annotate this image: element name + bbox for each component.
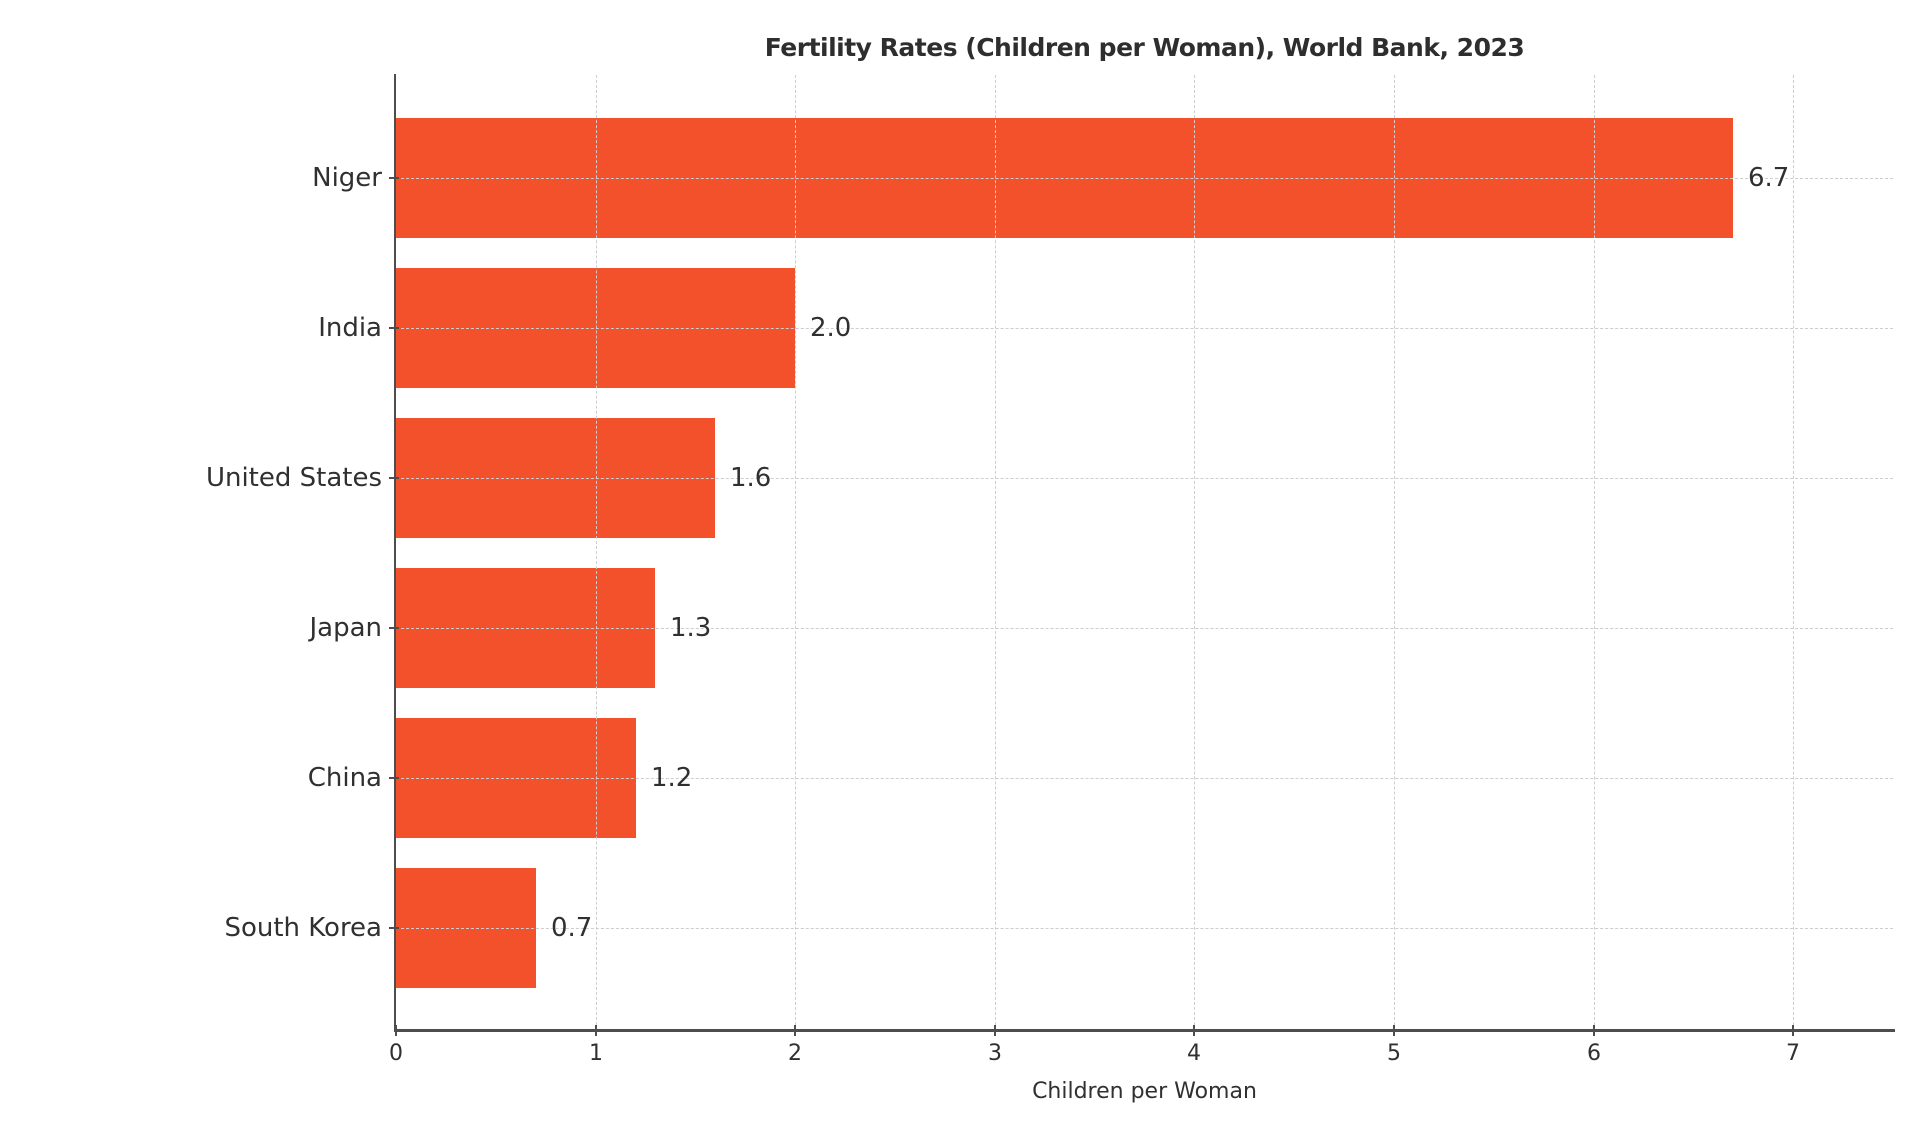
value-label-china: 1.2	[651, 763, 693, 793]
x-tick-5	[1393, 1025, 1395, 1036]
x-tick-6	[1593, 1025, 1595, 1036]
x-axis-title: Children per Woman	[1032, 1079, 1257, 1104]
vertical-gridline-2	[795, 75, 796, 1030]
y-axis-spine	[394, 74, 396, 1032]
y-tick-japan	[389, 627, 399, 629]
category-label-india: India	[318, 313, 382, 343]
category-label-china: China	[307, 763, 382, 793]
chart-title: Fertility Rates (Children per Woman), Wo…	[764, 33, 1525, 62]
horizontal-gridline-south-korea	[396, 928, 1893, 929]
horizontal-gridline-india	[396, 328, 1893, 329]
y-tick-united-states	[389, 477, 399, 479]
x-tick-label-0: 0	[389, 1041, 403, 1066]
category-label-niger: Niger	[312, 163, 382, 193]
value-label-niger: 6.7	[1748, 163, 1790, 193]
x-axis-spine	[394, 1029, 1895, 1032]
x-tick-0	[395, 1025, 397, 1036]
x-tick-label-1: 1	[589, 1041, 603, 1066]
y-tick-south-korea	[389, 927, 399, 929]
x-tick-label-3: 3	[988, 1041, 1002, 1066]
value-label-japan: 1.3	[670, 613, 712, 643]
vertical-gridline-7	[1793, 75, 1794, 1030]
value-label-india: 2.0	[810, 313, 852, 343]
y-tick-india	[389, 327, 399, 329]
vertical-gridline-5	[1394, 75, 1395, 1030]
x-tick-2	[794, 1025, 796, 1036]
plot-area: 6.7 2.0 1.6 1.3 1.2 0.7	[396, 75, 1893, 1030]
x-tick-3	[994, 1025, 996, 1036]
horizontal-gridline-china	[396, 778, 1893, 779]
vertical-gridline-1	[596, 75, 597, 1030]
x-tick-label-6: 6	[1587, 1041, 1601, 1066]
category-label-south-korea: South Korea	[224, 913, 382, 943]
category-label-united-states: United States	[205, 463, 382, 493]
category-label-japan: Japan	[309, 613, 382, 643]
x-tick-label-4: 4	[1187, 1041, 1201, 1066]
y-tick-niger	[389, 177, 399, 179]
x-tick-4	[1193, 1025, 1195, 1036]
x-tick-label-5: 5	[1387, 1041, 1401, 1066]
value-label-south-korea: 0.7	[551, 913, 593, 943]
value-label-united-states: 1.6	[730, 463, 772, 493]
vertical-gridline-4	[1194, 75, 1195, 1030]
horizontal-gridline-united-states	[396, 478, 1893, 479]
horizontal-gridline-japan	[396, 628, 1893, 629]
vertical-gridline-3	[995, 75, 996, 1030]
vertical-gridline-6	[1594, 75, 1595, 1030]
x-tick-7	[1792, 1025, 1794, 1036]
x-tick-label-7: 7	[1786, 1041, 1800, 1066]
x-tick-label-2: 2	[788, 1041, 802, 1066]
y-tick-china	[389, 777, 399, 779]
x-tick-1	[595, 1025, 597, 1036]
horizontal-gridline-niger	[396, 178, 1893, 179]
